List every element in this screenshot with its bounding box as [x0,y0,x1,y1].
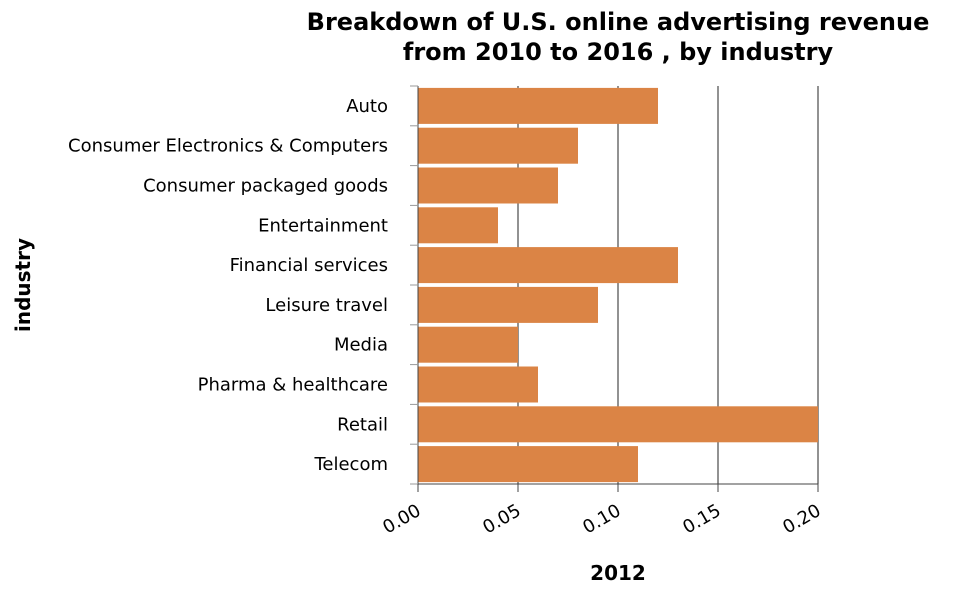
category-label: Telecom [313,454,388,475]
bar [418,207,498,244]
category-labels: Auto Consumer Electronics & Computers Cons… [68,96,388,475]
category-label: Financial services [230,255,388,276]
chart-title-line-2: from 2010 to 2016 , by industry [403,38,834,66]
category-label: Entertainment [258,215,388,236]
bar [418,286,598,323]
x-tick-label: 0.20 [779,500,824,538]
bar [418,167,558,204]
bar [418,366,538,403]
bar [418,326,518,363]
bars [418,87,818,483]
x-tick-label: 0.10 [579,500,624,538]
bar [418,127,578,164]
bar [418,87,658,124]
category-label: Pharma & healthcare [198,375,388,396]
category-label: Media [334,335,388,356]
x-tick-label: 0.00 [379,500,424,538]
axes [410,85,819,492]
category-label: Consumer packaged goods [143,176,388,197]
bar [418,247,678,284]
y-axis-title: industry [11,238,35,332]
bar [418,406,818,443]
category-label: Leisure travel [265,295,388,316]
x-tick-labels: 0.00 0.05 0.10 0.15 0.20 [379,500,824,538]
x-axis-title: 2012 [590,561,646,585]
bar [418,446,638,483]
category-label: Retail [337,414,388,435]
category-label: Consumer Electronics & Computers [68,136,388,157]
category-label: Auto [346,96,388,117]
x-tick-label: 0.15 [679,500,724,538]
x-tick-label: 0.05 [479,500,524,538]
chart-title-line-1: Breakdown of U.S. online advertising rev… [307,8,930,36]
